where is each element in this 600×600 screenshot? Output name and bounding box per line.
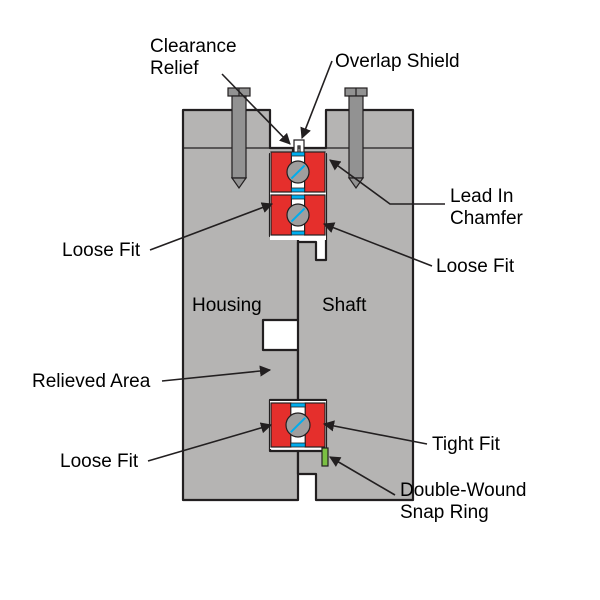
label-loose-fit-left: Loose Fit [62,240,140,262]
label-clearance-relief: ClearanceRelief [150,36,237,80]
shaft-label: Shaft [322,295,366,317]
label-loose-fit-bottom: Loose Fit [60,451,138,473]
label-snap-ring: Double-WoundSnap Ring [400,480,526,524]
label-loose-fit-right: Loose Fit [436,256,514,278]
housing-label: Housing [192,295,262,317]
label-overlap-shield: Overlap Shield [335,51,460,73]
label-tight-fit: Tight Fit [432,434,500,456]
label-lead-in-chamfer: Lead InChamfer [450,186,523,230]
label-relieved-area: Relieved Area [32,371,150,393]
